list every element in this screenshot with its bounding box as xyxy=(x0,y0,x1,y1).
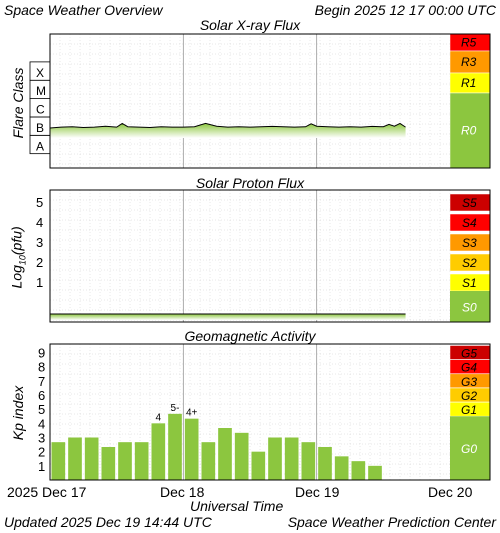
proton-scale-label-s0: S0 xyxy=(462,301,477,315)
proton-scale-label-s2: S2 xyxy=(462,256,477,270)
kp-scale-label-g3: G3 xyxy=(461,375,477,389)
kp-bar-label: 5- xyxy=(171,403,180,414)
proton-scale-label-s5: S5 xyxy=(462,196,477,210)
proton-scale-label-s3: S3 xyxy=(462,236,477,250)
kp-bar xyxy=(268,437,282,480)
kp-bar xyxy=(234,432,249,480)
overview-title: Space Weather Overview xyxy=(4,2,163,18)
kp-scale-label-g5: G5 xyxy=(461,347,477,361)
x-tick-dec17: 2025 Dec 17 xyxy=(7,484,87,500)
proton-scale-label-s4: S4 xyxy=(462,216,477,230)
kp-bar xyxy=(101,446,116,480)
proton-scale-s0 xyxy=(450,291,490,322)
x-tick-dec19: Dec 19 xyxy=(295,484,340,500)
kp-bar xyxy=(251,451,266,480)
flare-class-tick-c: C xyxy=(36,103,45,117)
kp-bar xyxy=(318,446,332,480)
xray-panel-title: Solar X-ray Flux xyxy=(199,17,301,33)
proton-flux-fill xyxy=(50,314,406,320)
panel-frame-1 xyxy=(49,189,491,323)
proton-scale-label-s1: S1 xyxy=(462,276,477,290)
kp-scale-label-g4: G4 xyxy=(461,361,477,375)
kp-y-tick-5: 5 xyxy=(38,402,45,417)
begin-time: Begin 2025 12 17 00:00 UTC xyxy=(314,2,496,18)
proton-y-tick-3: 3 xyxy=(36,235,43,250)
x-tick-dec20: Dec 20 xyxy=(428,484,473,500)
kp-bar xyxy=(68,437,82,480)
kp-bar-label: 4+ xyxy=(186,408,198,419)
kp-bar xyxy=(184,418,199,480)
xray-scale-label-r0: R0 xyxy=(461,124,477,138)
xray-flux-line xyxy=(49,122,406,129)
x-tick-dec18: Dec 18 xyxy=(160,484,205,500)
kp-y-tick-4: 4 xyxy=(38,416,45,431)
kp-y-tick-3: 3 xyxy=(38,431,45,446)
proton-y-tick-2: 2 xyxy=(36,255,43,270)
flare-class-tick-a: A xyxy=(36,139,44,153)
swpc-credit: Space Weather Prediction Center xyxy=(287,514,496,530)
kp-scale-label-g1: G1 xyxy=(461,403,477,417)
kp-scale-label-g2: G2 xyxy=(461,389,477,403)
xray-scale-label-r1: R1 xyxy=(461,76,476,90)
panel-frame-0 xyxy=(49,33,491,169)
kp-bar xyxy=(168,413,182,480)
kp-bar xyxy=(284,437,299,480)
kp-bar xyxy=(218,428,232,480)
geomag-panel-title: Geomagnetic Activity xyxy=(184,328,316,344)
panel-frame-2 xyxy=(49,343,491,481)
flare-class-tick-b: B xyxy=(36,121,44,135)
flare-class-tick-m: M xyxy=(36,84,46,98)
x-axis-label: Universal Time xyxy=(190,498,284,514)
kp-bar xyxy=(51,442,66,480)
proton-y-tick-1: 1 xyxy=(36,275,43,290)
xray-scale-label-r3: R3 xyxy=(461,55,477,69)
kp-bar-label: 4 xyxy=(156,412,162,423)
proton-panel-title: Solar Proton Flux xyxy=(195,175,305,191)
kp-scale-label-g0: G0 xyxy=(461,442,477,456)
xray-flux-fill xyxy=(50,123,406,138)
kp-y-tick-9: 9 xyxy=(38,346,45,361)
updated-timestamp: Updated 2025 Dec 19 14:44 UTC xyxy=(4,514,212,530)
kp-y-tick-7: 7 xyxy=(38,374,45,389)
xray-scale-label-r5: R5 xyxy=(461,36,477,50)
kp-y-tick-1: 1 xyxy=(38,459,45,474)
kp-bar xyxy=(118,442,132,480)
kp-bar xyxy=(134,442,149,480)
kp-bar xyxy=(84,437,99,480)
proton-y-tick-4: 4 xyxy=(36,215,43,230)
proton-y-tick-5: 5 xyxy=(36,195,43,210)
xray-scale-r0 xyxy=(449,92,491,169)
kp-bar xyxy=(334,456,349,480)
kp-bar xyxy=(151,423,166,480)
kp-y-tick-2: 2 xyxy=(38,445,45,460)
kp-bar xyxy=(368,465,382,480)
kp-bar xyxy=(301,442,316,480)
kp-y-tick-8: 8 xyxy=(38,360,45,375)
kp-y-tick-6: 6 xyxy=(38,388,45,403)
kp-bar xyxy=(351,461,366,480)
kp-bar xyxy=(201,442,216,480)
flare-class-tick-x: X xyxy=(36,66,44,80)
kp-scale-g0 xyxy=(450,416,490,480)
